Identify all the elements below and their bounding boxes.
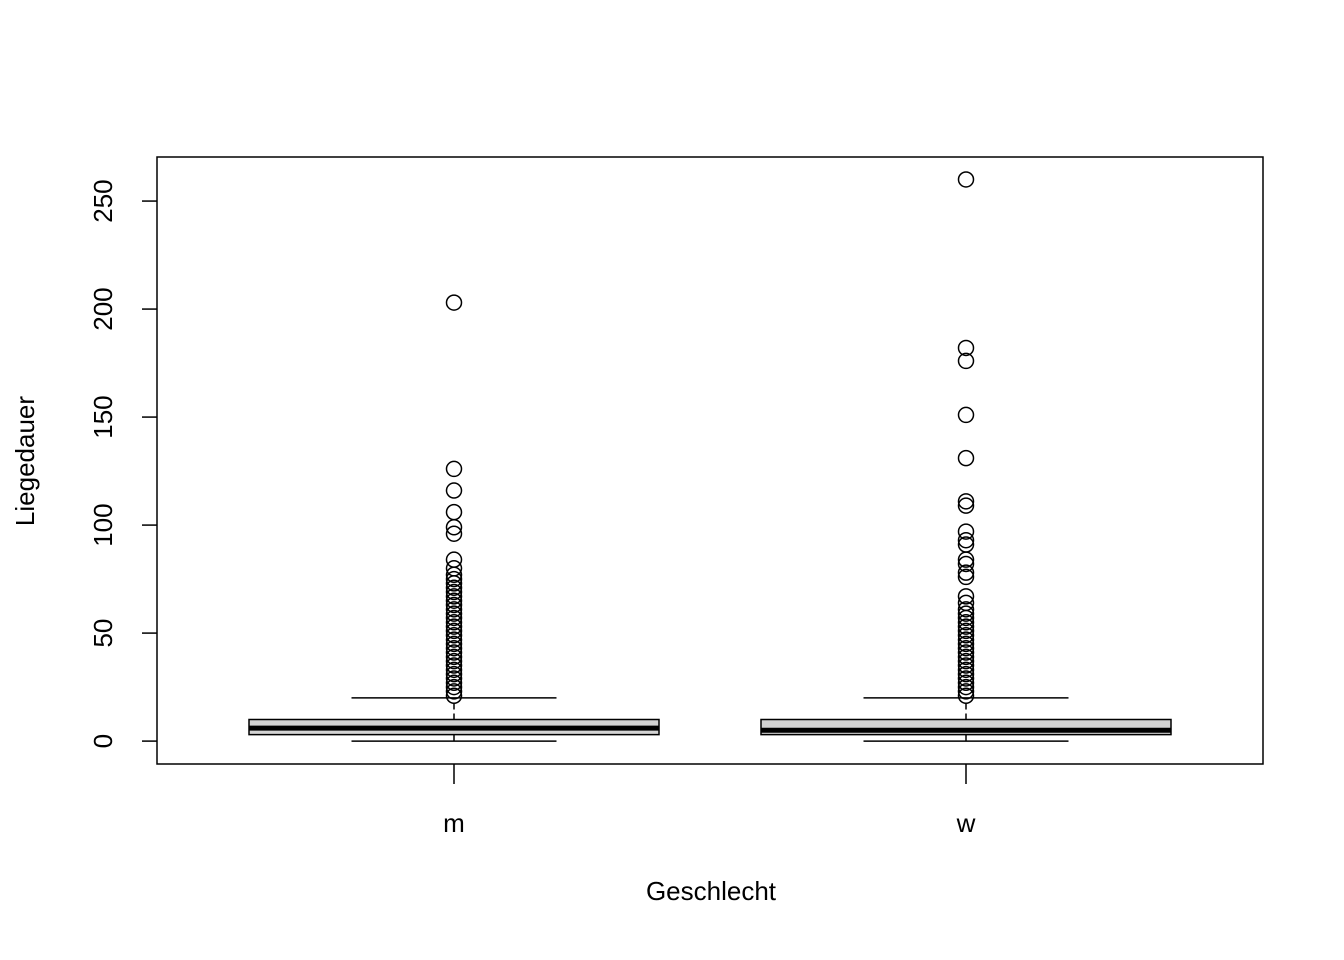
- outlier: [445, 652, 463, 670]
- y-tick-label: 200: [88, 287, 118, 330]
- x-tick-label: m: [443, 808, 465, 838]
- outlier: [957, 648, 975, 666]
- outlier: [957, 627, 975, 644]
- y-tick-label: 150: [88, 395, 118, 438]
- outlier: [957, 493, 975, 510]
- outlier: [445, 503, 463, 521]
- outlier: [957, 678, 975, 696]
- outlier: [957, 631, 975, 648]
- outlier: [957, 665, 975, 683]
- outlier: [445, 687, 463, 704]
- outlier: [957, 657, 975, 674]
- outlier: [445, 631, 463, 648]
- outlier: [957, 171, 975, 188]
- outlier: [445, 639, 463, 657]
- outlier: [445, 635, 463, 653]
- outlier: [445, 583, 463, 601]
- outlier: [957, 661, 975, 679]
- x-axis-label: Geschlecht: [646, 876, 777, 906]
- outlier: [445, 648, 463, 666]
- outlier: [445, 670, 463, 687]
- outlier: [445, 518, 463, 536]
- outlier: [957, 531, 975, 549]
- outlier: [957, 639, 975, 657]
- outlier: [445, 592, 463, 609]
- outlier: [957, 683, 975, 700]
- outlier: [445, 618, 463, 635]
- outlier: [445, 674, 463, 692]
- outlier: [445, 601, 463, 618]
- x-tick-label: w: [956, 808, 976, 838]
- outlier: [445, 609, 463, 627]
- outlier: [445, 566, 463, 584]
- outlier: [957, 609, 975, 627]
- plot-frame: [156, 156, 1264, 765]
- outlier: [445, 657, 463, 674]
- y-tick-label: 100: [88, 503, 118, 546]
- outlier: [445, 579, 463, 596]
- outlier: [445, 627, 463, 644]
- outlier: [957, 339, 975, 357]
- outlier: [445, 622, 463, 640]
- outlier: [445, 661, 463, 679]
- y-tick-label: 0: [88, 734, 118, 748]
- outlier: [445, 614, 463, 631]
- outlier: [445, 678, 463, 696]
- outlier: [957, 622, 975, 640]
- outlier: [957, 644, 975, 661]
- outlier: [957, 670, 975, 687]
- outlier: [957, 687, 975, 704]
- outlier: [957, 497, 975, 514]
- outlier: [957, 652, 975, 670]
- outlier: [957, 674, 975, 692]
- outlier: [445, 683, 463, 700]
- outlier: [957, 449, 975, 467]
- outlier: [957, 568, 975, 586]
- outlier: [445, 588, 463, 605]
- outlier: [957, 352, 975, 370]
- y-tick-label: 250: [88, 179, 118, 222]
- y-tick-label: 50: [88, 619, 118, 648]
- outlier: [445, 575, 463, 592]
- outlier: [957, 618, 975, 635]
- outlier: [957, 601, 975, 618]
- outlier: [445, 294, 463, 311]
- outlier: [445, 482, 463, 499]
- outlier: [957, 614, 975, 631]
- outlier: [957, 635, 975, 653]
- outlier: [445, 605, 463, 622]
- outlier: [445, 644, 463, 661]
- outlier: [957, 406, 975, 424]
- outlier: [957, 564, 975, 581]
- outlier: [445, 596, 463, 614]
- outlier: [957, 605, 975, 622]
- outlier: [957, 555, 975, 573]
- outlier: [957, 551, 975, 568]
- outlier: [957, 588, 975, 605]
- outlier: [445, 570, 463, 588]
- outlier: [957, 523, 975, 540]
- outlier: [445, 551, 463, 568]
- outlier: [445, 460, 463, 478]
- y-axis-label: Liegedauer: [10, 396, 40, 526]
- outlier: [445, 525, 463, 542]
- outlier: [445, 665, 463, 683]
